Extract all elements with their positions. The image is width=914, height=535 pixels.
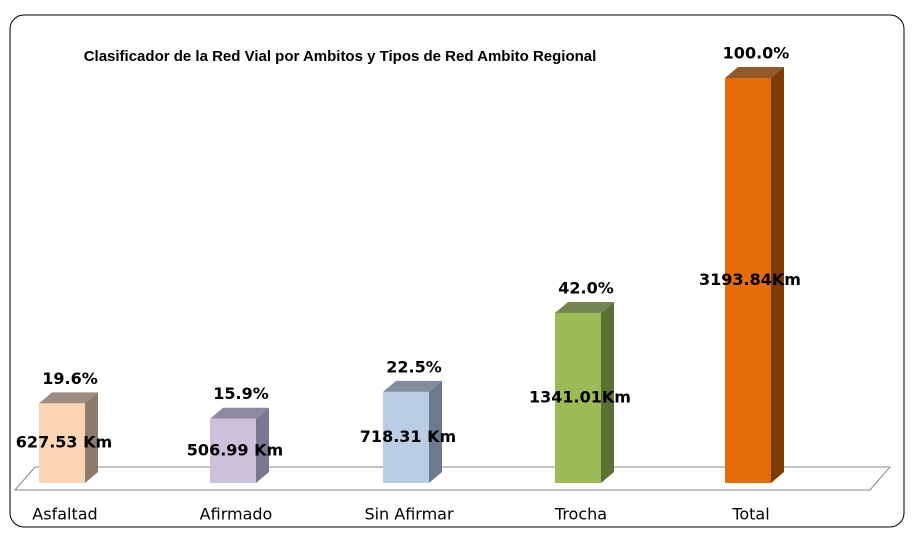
value-label: 718.31 Km [360, 427, 456, 446]
value-label: 506.99 Km [187, 440, 283, 459]
percentage-label: 100.0% [723, 44, 790, 63]
percentage-label: 22.5% [386, 357, 442, 376]
bar [555, 312, 601, 483]
value-label: 1341.01Km [529, 387, 631, 406]
bar-top [725, 67, 784, 78]
bar-side [85, 392, 98, 483]
bar-top [39, 392, 98, 404]
x-tick-label: Afirmado [200, 505, 273, 524]
chart-border [9, 14, 905, 528]
bar [383, 391, 429, 483]
chart-title: Clasificador de la Red Vial por Ambitos … [83, 48, 597, 65]
bar [39, 403, 85, 483]
bar-side [771, 67, 784, 483]
percentage-label: 15.9% [213, 384, 269, 403]
bar-top [555, 301, 614, 313]
x-tick-label: Total [731, 505, 769, 524]
bar [725, 78, 771, 483]
x-tick-label: Asfaltad [32, 505, 97, 524]
x-tick-label: Trocha [554, 505, 607, 524]
bar-side [429, 380, 442, 483]
bar-side [601, 301, 614, 483]
percentage-label: 19.6% [42, 369, 98, 388]
bar [210, 418, 256, 483]
value-label: 3193.84Km [699, 270, 801, 289]
value-label: 627.53 Km [16, 433, 112, 452]
bar-top [210, 407, 269, 419]
bar-top [383, 380, 442, 392]
bar-side [256, 407, 269, 483]
percentage-label: 42.0% [558, 278, 614, 297]
x-tick-label: Sin Afirmar [364, 505, 454, 524]
